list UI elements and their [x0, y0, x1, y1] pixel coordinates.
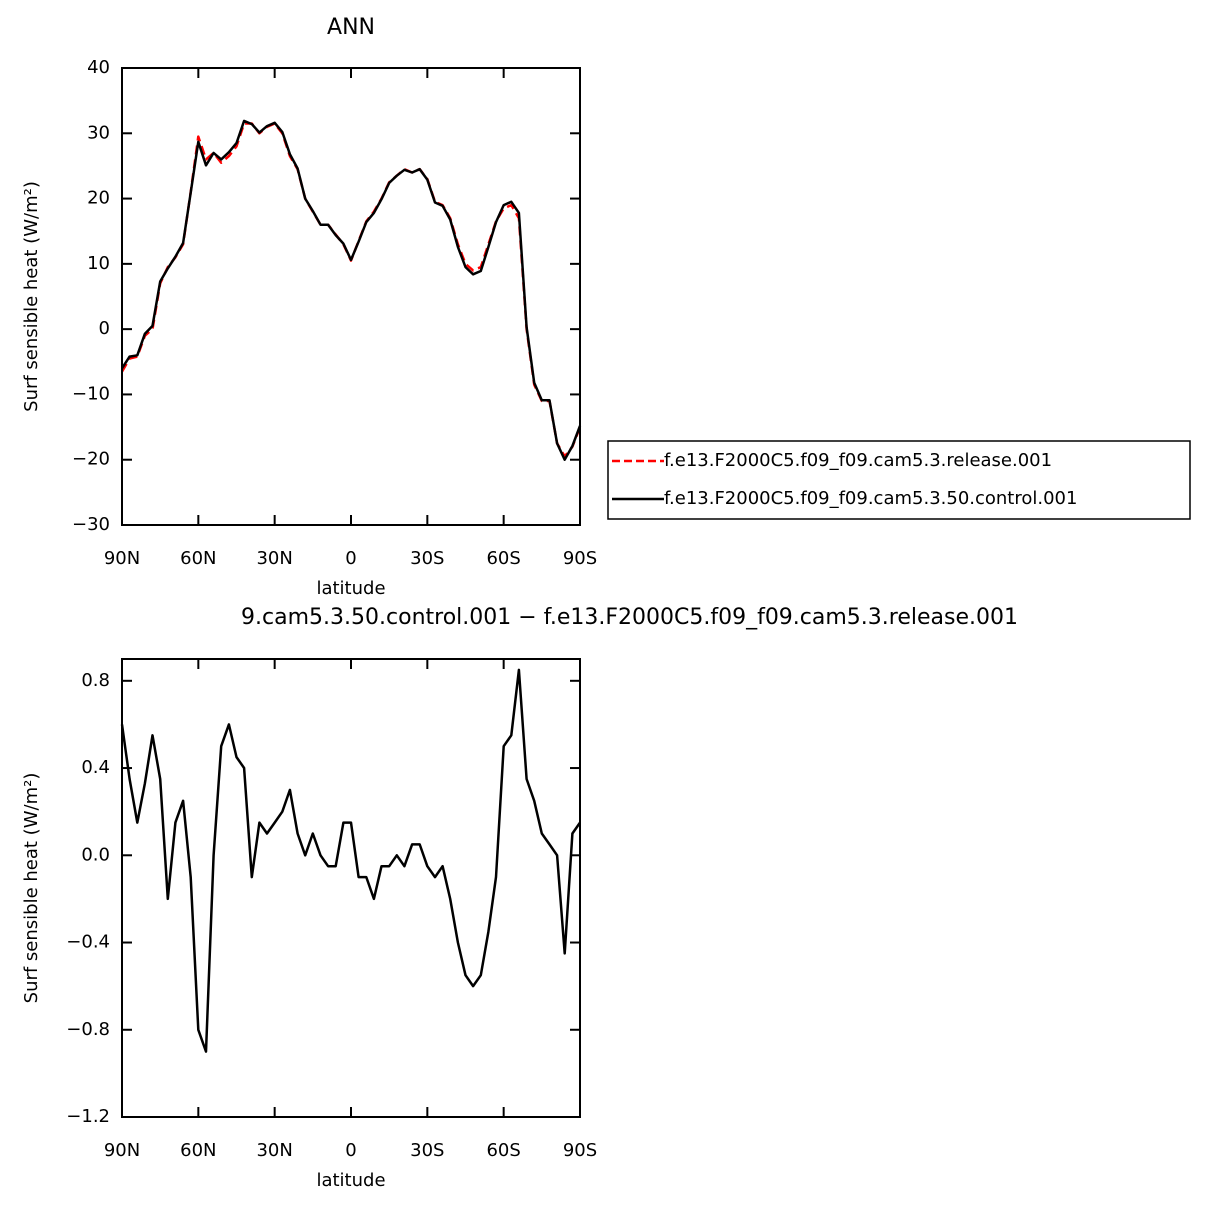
x-tick-label: 30N: [256, 548, 292, 569]
plot-frame: [121, 658, 581, 1118]
y-tick-label: −0.4: [66, 932, 110, 953]
y-tick-label: 30: [87, 122, 110, 143]
y-axis-label: Surf sensible heat (W/m²): [21, 773, 42, 1004]
y-tick-label: −0.8: [66, 1019, 110, 1040]
x-axis-label: latitude: [316, 1170, 385, 1191]
legend-label: f.e13.F2000C5.f09_f09.cam5.3.release.001: [664, 450, 1052, 471]
x-tick-label: 90S: [563, 1140, 597, 1161]
y-tick-label: 0.8: [81, 670, 110, 691]
y-tick-label: −30: [72, 514, 110, 535]
y-tick-label: 20: [87, 188, 110, 209]
chart-title: ANN: [327, 15, 375, 40]
x-tick-label: 0: [345, 548, 356, 569]
x-tick-label: 90S: [563, 548, 597, 569]
x-tick-label: 60N: [180, 1140, 216, 1161]
y-tick-label: −10: [72, 383, 110, 404]
x-tick-label: 0: [345, 1140, 356, 1161]
x-tick-label: 30S: [410, 548, 444, 569]
x-tick-label: 30N: [256, 1140, 292, 1161]
legend-label: f.e13.F2000C5.f09_f09.cam5.3.50.control.…: [664, 488, 1077, 509]
x-tick-label: 30S: [410, 1140, 444, 1161]
plot-frame: [121, 67, 581, 526]
legend-box: [607, 440, 1191, 520]
y-tick-label: 0.0: [81, 844, 110, 865]
x-tick-label: 90N: [104, 548, 140, 569]
data-line: [120, 122, 582, 458]
y-tick-label: 40: [87, 57, 110, 78]
data-line: [120, 119, 582, 461]
x-tick-label: 60S: [486, 548, 520, 569]
x-tick-label: 60N: [180, 548, 216, 569]
data-line: [120, 668, 582, 1053]
y-tick-label: 10: [87, 253, 110, 274]
y-tick-label: −20: [72, 449, 110, 470]
x-tick-label: 90N: [104, 1140, 140, 1161]
y-tick-label: 0.4: [81, 757, 110, 778]
chart-title: 9.cam5.3.50.control.001 − f.e13.F2000C5.…: [241, 605, 1018, 630]
x-tick-label: 60S: [486, 1140, 520, 1161]
y-axis-label: Surf sensible heat (W/m²): [21, 181, 42, 412]
x-axis-label: latitude: [316, 578, 385, 599]
y-tick-label: −1.2: [66, 1106, 110, 1127]
y-tick-label: 0: [99, 318, 110, 339]
